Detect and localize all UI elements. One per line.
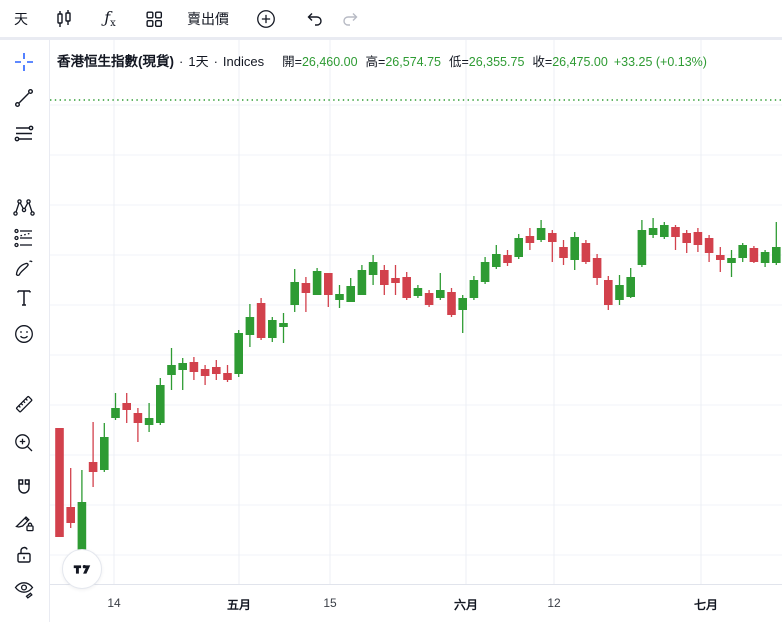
magnet-mode-tool[interactable]: [11, 475, 37, 501]
legend-interval: 1天: [188, 54, 209, 69]
candlestick-chart[interactable]: [50, 40, 782, 584]
lock-open-icon: [17, 546, 31, 563]
redo-icon: [341, 9, 361, 29]
symbol-legend: 香港恒生指數(現貨) · 1天 · Indices 開= 26,460.00 高=…: [57, 50, 707, 70]
fib-retracement-tool[interactable]: [11, 121, 37, 147]
chart-pane[interactable]: 香港恒生指數(現貨) · 1天 · Indices 開= 26,460.00 高=…: [50, 40, 782, 622]
undo-button[interactable]: [300, 0, 328, 37]
low-label: 低=: [448, 55, 469, 69]
legend-separator: ·: [179, 54, 184, 69]
brush-icon: [15, 260, 33, 276]
chart-style-button[interactable]: [50, 0, 78, 37]
plus-circle-icon: [255, 8, 277, 30]
symbol-title[interactable]: 香港恒生指數(現貨): [57, 54, 174, 69]
eye-pencil-icon: [14, 582, 34, 599]
emoji-tool[interactable]: [11, 321, 37, 347]
hide-drawings-tool[interactable]: [11, 576, 37, 602]
ohlc-values: 開= 26,460.00 高= 26,574.75 低= 26,355.75 收= 26…: [274, 51, 707, 70]
xabcd-pattern-tool[interactable]: [11, 194, 37, 220]
open-label: 開=: [282, 55, 302, 69]
high-value: 26,574.75: [385, 55, 441, 69]
tradingview-logo[interactable]: [62, 549, 102, 589]
text-icon: [17, 290, 31, 306]
long-short-position-tool[interactable]: [11, 225, 37, 251]
indicators-button[interactable]: ƒx: [96, 0, 124, 37]
zoom-in-icon: [15, 434, 33, 452]
xabcd-pattern-icon: [13, 199, 35, 216]
crosshair-icon: [15, 53, 33, 71]
text-tool[interactable]: [11, 285, 37, 311]
magnet-icon: [18, 479, 30, 494]
stay-drawing-mode-tool[interactable]: [11, 509, 37, 535]
pencil-lock-icon: [15, 516, 34, 532]
time-axis-label: 15: [323, 596, 337, 610]
long-short-position-icon: [14, 228, 32, 248]
sell-price-label: 賣出價: [187, 10, 229, 27]
measure-ruler-icon: [15, 395, 33, 413]
close-value: 26,475.00: [552, 55, 608, 69]
top-toolbar: 天 ƒx 賣出價: [0, 0, 782, 37]
drawing-toolbar: [0, 40, 50, 622]
layout-grid-icon: [143, 8, 165, 30]
add-alert-button[interactable]: [252, 0, 280, 37]
legend-market-type: Indices: [222, 54, 265, 69]
time-axis-label: 五月: [226, 598, 252, 612]
measure-tool[interactable]: [11, 391, 37, 417]
interval-label: 天: [14, 10, 28, 27]
time-axis-label: 12: [547, 596, 561, 610]
legend-separator: ·: [213, 54, 218, 69]
indicators-fx-icon: ƒx: [104, 8, 116, 29]
high-label: 高=: [365, 55, 386, 69]
time-axis-label: 14: [107, 596, 121, 610]
tradingview-logo-icon: [73, 565, 91, 574]
toolbar-separator: [0, 37, 782, 40]
sell-price-button[interactable]: 賣出價: [182, 0, 234, 37]
time-axis-label: 六月: [453, 598, 479, 612]
change-value: +33.25 (+0.13%): [613, 55, 707, 69]
trend-line-tool[interactable]: [11, 85, 37, 111]
remove-drawings-tool[interactable]: [11, 618, 37, 622]
fib-retracement-icon: [14, 125, 34, 142]
time-axis[interactable]: 14 五月 15 六月 12 七月: [50, 584, 782, 622]
open-value: 26,460.00: [301, 55, 358, 69]
lock-drawings-tool[interactable]: [11, 542, 37, 568]
close-label: 收=: [532, 55, 553, 69]
crosshair-tool[interactable]: [11, 49, 37, 75]
brush-tool[interactable]: [11, 255, 37, 281]
candles-style-icon: [52, 7, 76, 31]
emoji-icon: [15, 325, 33, 343]
zoom-in-tool[interactable]: [11, 430, 37, 456]
trend-line-icon: [15, 89, 34, 108]
undo-icon: [304, 9, 324, 29]
low-value: 26,355.75: [468, 55, 525, 69]
redo-button[interactable]: [337, 0, 365, 37]
interval-button[interactable]: 天: [8, 0, 34, 37]
time-axis-label: 七月: [693, 598, 719, 612]
layout-button[interactable]: [140, 0, 168, 37]
